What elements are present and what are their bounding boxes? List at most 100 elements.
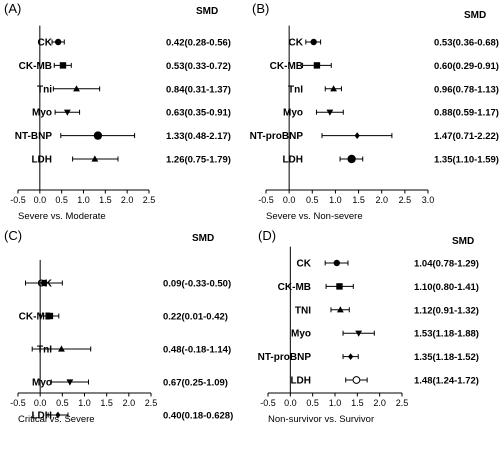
smd-value: 1.47(0.71-2.22) xyxy=(434,131,499,142)
row-label: CK xyxy=(289,38,304,49)
forest-panel-2: (B) SMD -0.5 0.0 0.5 1.0 1.5 2.0 2.5 3.0 Severe vs… xyxy=(250,1,499,222)
x-tick-label: 1.5 xyxy=(351,398,364,408)
smd-value: 1.04(0.78-1.29) xyxy=(414,259,479,270)
x-tick-label: 2.5 xyxy=(399,195,412,205)
point-estimate-marker xyxy=(348,353,354,360)
forest-row: CK 1.04(0.78-1.29) xyxy=(297,259,479,270)
smd-value: 0.60(0.29-0.91) xyxy=(434,61,499,72)
forest-row: TnI 0.48(-0.18-1.14) xyxy=(31,345,231,356)
x-tick-label: -0.5 xyxy=(10,398,26,408)
forest-row: CK0.09(-0.33-0.50) xyxy=(25,279,231,290)
point-estimate-marker xyxy=(336,306,344,313)
point-estimate-marker xyxy=(310,38,317,46)
x-tick-label: 0.5 xyxy=(306,398,319,408)
x-tick-label: 0.0 xyxy=(34,195,47,205)
point-estimate-marker xyxy=(46,312,54,320)
row-label: CK-MB xyxy=(19,61,52,72)
point-estimate-marker xyxy=(326,109,334,116)
x-tick-label: 3.0 xyxy=(422,195,435,205)
forest-row: LDH 1.48(1.24-1.72) xyxy=(290,376,479,387)
row-label: Tni xyxy=(37,84,52,95)
row-label: TnI xyxy=(288,84,303,95)
x-tick-label: 1.5 xyxy=(99,195,112,205)
forest-row: LDH 1.35(1.10-1.59) xyxy=(282,155,499,166)
row-label: CK xyxy=(38,38,53,49)
forest-row: TnI 0.96(0.78-1.13) xyxy=(288,84,499,95)
row-label: NT-proBNP xyxy=(258,352,312,363)
forest-row: CK 0.53(0.36-0.68) xyxy=(289,38,499,49)
x-tick-label: -0.5 xyxy=(258,195,274,205)
row-label: NT-BNP xyxy=(15,131,53,142)
forest-row: CK-MB 0.53(0.33-0.72) xyxy=(19,61,231,72)
point-estimate-marker xyxy=(54,38,62,46)
forest-panel-1: (A) SMD -0.5 0.0 0.5 1.0 1.5 2.0 2.5 Severe vs. M… xyxy=(4,1,231,222)
row-label: LDH xyxy=(290,376,311,387)
x-tick-label: 0.5 xyxy=(55,195,68,205)
smd-column-header: SMD xyxy=(452,236,474,247)
smd-value: 1.10(0.80-1.41) xyxy=(414,282,479,293)
x-axis-label: Critical vs. Severe xyxy=(18,414,95,425)
point-estimate-marker xyxy=(354,132,360,139)
point-estimate-marker xyxy=(59,62,67,69)
forest-row: NT-BNP 1.33(0.48-2.17) xyxy=(15,131,231,142)
forest-row: Myo 0.88(0.59-1.17) xyxy=(283,108,499,119)
smd-value: 1.48(1.24-1.72) xyxy=(414,376,479,387)
x-tick-label: 2.0 xyxy=(123,398,136,408)
smd-value: 1.35(1.18-1.52) xyxy=(414,352,479,363)
smd-value: 1.12(0.91-1.32) xyxy=(414,305,479,316)
smd-value: 1.26(0.75-1.79) xyxy=(166,155,231,166)
forest-row: CK-MB 1.10(0.80-1.41) xyxy=(278,282,479,293)
forest-panel-3: (C) SMD -0.5 0.0 0.5 1.0 1.5 2.0 2.5 Critical vs.… xyxy=(4,228,233,425)
row-label: Myo xyxy=(32,108,52,119)
smd-value: 1.53(1.18-1.88) xyxy=(414,329,479,340)
x-tick-label: 1.5 xyxy=(100,398,113,408)
x-tick-label: -0.5 xyxy=(260,398,276,408)
smd-value: 0.22(0.01-0.42) xyxy=(163,312,228,323)
x-tick-label: 0.0 xyxy=(283,195,296,205)
smd-column-header: SMD xyxy=(464,10,486,21)
smd-value: 0.42(0.28-0.56) xyxy=(166,38,231,49)
forest-row: Myo 0.67(0.25-1.09) xyxy=(32,378,228,389)
x-tick-label: 2.0 xyxy=(373,398,386,408)
x-axis-label: Severe vs. Moderate xyxy=(18,211,106,222)
point-estimate-marker xyxy=(91,155,99,162)
x-tick-label: 2.0 xyxy=(375,195,388,205)
forest-row: TNI 1.12(0.91-1.32) xyxy=(295,305,479,316)
forest-row: Myo 1.53(1.18-1.88) xyxy=(291,329,479,340)
row-label: Myo xyxy=(32,378,52,389)
row-label: Myo xyxy=(283,108,303,119)
point-estimate-marker xyxy=(355,330,363,337)
smd-value: 1.33(0.48-2.17) xyxy=(166,131,231,142)
x-axis-label: Non-survivor vs. Survivor xyxy=(268,414,374,425)
point-estimate-marker xyxy=(333,259,340,267)
row-label: LDH xyxy=(31,411,52,422)
x-tick-label: 1.0 xyxy=(329,195,342,205)
forest-row: Myo 0.63(0.35-0.91) xyxy=(32,108,231,119)
forest-panel-4: (D) SMD -0.5 0.0 0.5 1.0 1.5 2.0 2.5 Non-survivor… xyxy=(258,228,479,425)
x-tick-label: 2.5 xyxy=(396,398,409,408)
row-label: Myo xyxy=(291,329,311,340)
x-tick-label: 2.0 xyxy=(121,195,134,205)
row-label: CK-MB xyxy=(278,282,311,293)
x-tick-label: -0.5 xyxy=(10,195,26,205)
point-estimate-marker xyxy=(93,131,103,140)
smd-value: 0.96(0.78-1.13) xyxy=(434,84,499,95)
smd-value: 0.40(0.18-0.628) xyxy=(163,411,233,422)
smd-value: 0.09(-0.33-0.50) xyxy=(163,279,231,290)
x-tick-label: 1.0 xyxy=(329,398,342,408)
forest-row: LDH 1.26(0.75-1.79) xyxy=(31,155,231,166)
x-tick-label: 0.0 xyxy=(34,398,47,408)
forest-row: Tni 0.84(0.31-1.37) xyxy=(37,84,231,95)
forest-row: CK-MB 0.60(0.29-0.91) xyxy=(270,61,499,72)
x-tick-label: 0.5 xyxy=(56,398,69,408)
forest-row: CK 0.42(0.28-0.56) xyxy=(38,38,231,49)
panel-label: (A) xyxy=(4,1,21,16)
smd-column-header: SMD xyxy=(196,6,218,17)
point-estimate-marker xyxy=(58,345,65,352)
smd-value: 0.48(-0.18-1.14) xyxy=(163,345,231,356)
x-tick-label: 2.5 xyxy=(143,195,156,205)
row-label: NT-proBNP xyxy=(250,131,304,142)
smd-value: 0.88(0.59-1.17) xyxy=(434,108,499,119)
smd-value: 1.35(1.10-1.59) xyxy=(434,155,499,166)
